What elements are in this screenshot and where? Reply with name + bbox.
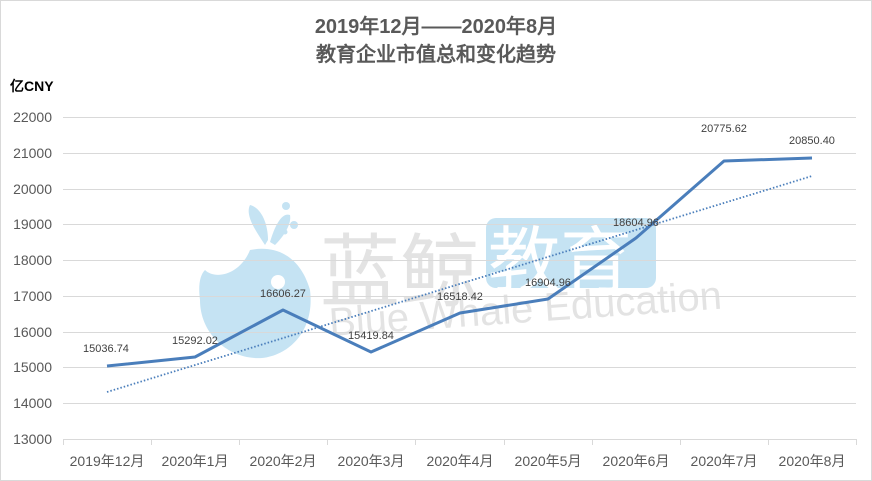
svg-text:18000: 18000	[13, 252, 52, 268]
watermark-cn-box: 教育	[488, 222, 632, 302]
svg-text:2019年12月: 2019年12月	[70, 453, 145, 469]
grid-lines	[63, 117, 856, 440]
watermark-box	[486, 218, 656, 288]
chart-title-line2: 教育企业市值总和变化趋势	[316, 44, 556, 66]
svg-text:18604.96: 18604.96	[613, 217, 659, 229]
svg-text:2020年8月: 2020年8月	[779, 453, 846, 469]
x-axis-labels: 2019年12月 2020年1月 2020年2月 2020年3月 2020年4月…	[70, 453, 846, 469]
whale-logo-icon	[199, 202, 311, 359]
svg-text:13000: 13000	[13, 431, 52, 447]
svg-text:2020年1月: 2020年1月	[162, 453, 229, 469]
svg-text:21000: 21000	[13, 145, 52, 161]
svg-text:16904.96: 16904.96	[525, 277, 571, 289]
svg-text:16606.27: 16606.27	[260, 288, 306, 300]
svg-text:14000: 14000	[13, 395, 52, 411]
chart-title-line1: 2019年12月——2020年8月	[314, 16, 558, 38]
svg-text:15036.74: 15036.74	[83, 343, 129, 355]
svg-text:19000: 19000	[13, 216, 52, 232]
svg-text:15000: 15000	[13, 359, 52, 375]
trend-line	[106, 175, 813, 393]
y-axis-unit: 亿CNY	[10, 78, 54, 94]
svg-text:16518.42: 16518.42	[437, 291, 483, 303]
svg-text:15419.84: 15419.84	[348, 330, 394, 342]
svg-text:2020年4月: 2020年4月	[427, 453, 494, 469]
data-labels: 15036.74 15292.02 16606.27 15419.84 1651…	[83, 123, 835, 355]
svg-text:20775.62: 20775.62	[701, 123, 747, 135]
svg-text:2020年2月: 2020年2月	[250, 453, 317, 469]
svg-text:16000: 16000	[13, 324, 52, 340]
svg-text:22000: 22000	[13, 109, 52, 125]
svg-text:15292.02: 15292.02	[172, 335, 218, 347]
svg-text:17000: 17000	[13, 288, 52, 304]
x-axis-ticks	[63, 439, 857, 445]
svg-text:2020年6月: 2020年6月	[603, 453, 670, 469]
svg-text:2020年5月: 2020年5月	[515, 453, 582, 469]
svg-text:2020年7月: 2020年7月	[691, 453, 758, 469]
data-series-line	[106, 156, 813, 368]
svg-text:20000: 20000	[13, 181, 52, 197]
svg-text:2020年3月: 2020年3月	[338, 453, 405, 469]
svg-text:20850.40: 20850.40	[789, 135, 835, 147]
y-axis-labels: 22000 21000 20000 19000 18000 17000 1600…	[13, 109, 52, 447]
watermark-cn: 蓝鲸	[320, 228, 480, 317]
